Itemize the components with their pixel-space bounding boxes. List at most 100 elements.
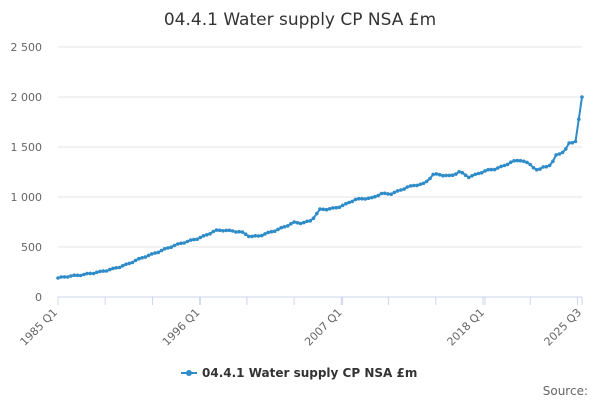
data-point[interactable] xyxy=(156,250,161,255)
data-point[interactable] xyxy=(260,233,264,238)
data-point[interactable] xyxy=(447,173,452,178)
data-point[interactable] xyxy=(292,220,296,224)
data-point[interactable] xyxy=(376,193,381,198)
data-point[interactable] xyxy=(159,248,164,253)
data-point[interactable] xyxy=(182,241,186,245)
data-point[interactable] xyxy=(489,167,494,172)
data-point[interactable] xyxy=(250,234,254,239)
data-point[interactable] xyxy=(205,233,209,237)
data-point[interactable] xyxy=(424,179,429,184)
data-point[interactable] xyxy=(72,273,76,278)
data-point[interactable] xyxy=(298,221,303,226)
data-point[interactable] xyxy=(496,166,500,170)
data-point[interactable] xyxy=(502,163,507,168)
data-point[interactable] xyxy=(573,139,578,144)
data-point[interactable] xyxy=(221,229,225,233)
data-point[interactable] xyxy=(467,175,471,180)
data-point[interactable] xyxy=(82,272,86,277)
data-point[interactable] xyxy=(567,141,571,145)
data-point[interactable] xyxy=(195,237,199,242)
data-point[interactable] xyxy=(577,117,581,121)
data-point[interactable] xyxy=(531,165,536,170)
data-point[interactable] xyxy=(104,269,109,273)
data-point[interactable] xyxy=(315,211,319,216)
data-point[interactable] xyxy=(276,227,280,232)
data-point[interactable] xyxy=(564,147,568,151)
data-point[interactable] xyxy=(505,162,510,167)
data-point[interactable] xyxy=(538,167,542,171)
data-point[interactable] xyxy=(554,153,558,157)
data-point[interactable] xyxy=(179,241,183,246)
data-point[interactable] xyxy=(434,172,439,176)
data-point[interactable] xyxy=(370,195,374,200)
data-point[interactable] xyxy=(479,171,484,175)
data-point[interactable] xyxy=(363,197,368,201)
data-point[interactable] xyxy=(269,229,274,234)
data-point[interactable] xyxy=(162,247,167,251)
data-point[interactable] xyxy=(437,172,442,177)
data-point[interactable] xyxy=(282,225,287,229)
data-point[interactable] xyxy=(560,150,565,155)
data-point[interactable] xyxy=(78,273,83,278)
data-point[interactable] xyxy=(421,181,426,186)
data-point[interactable] xyxy=(557,152,562,156)
data-point[interactable] xyxy=(382,191,387,196)
data-point[interactable] xyxy=(143,255,148,259)
data-point[interactable] xyxy=(137,256,141,261)
data-point[interactable] xyxy=(460,170,465,175)
data-point[interactable] xyxy=(295,220,300,225)
data-point[interactable] xyxy=(515,158,520,163)
data-point[interactable] xyxy=(256,234,261,238)
data-point[interactable] xyxy=(405,185,410,189)
data-point[interactable] xyxy=(379,191,384,196)
data-point[interactable] xyxy=(243,232,248,236)
data-point[interactable] xyxy=(454,172,458,176)
data-point[interactable] xyxy=(237,229,241,234)
data-point[interactable] xyxy=(324,207,329,212)
data-point[interactable] xyxy=(570,141,575,145)
data-point[interactable] xyxy=(146,253,151,258)
data-point[interactable] xyxy=(415,183,419,188)
data-point[interactable] xyxy=(62,275,67,279)
data-point[interactable] xyxy=(534,167,539,172)
data-point[interactable] xyxy=(470,174,474,178)
data-point[interactable] xyxy=(473,172,478,177)
data-point[interactable] xyxy=(302,220,306,225)
data-point[interactable] xyxy=(111,266,115,271)
data-point[interactable] xyxy=(402,187,406,191)
data-point[interactable] xyxy=(373,194,377,199)
data-point[interactable] xyxy=(263,232,267,236)
data-point[interactable] xyxy=(285,224,290,228)
data-point[interactable] xyxy=(192,237,196,242)
data-point[interactable] xyxy=(308,219,313,223)
data-point[interactable] xyxy=(201,234,206,238)
data-point[interactable] xyxy=(492,167,497,172)
data-point[interactable] xyxy=(208,232,212,236)
data-point[interactable] xyxy=(431,172,436,177)
data-point[interactable] xyxy=(98,269,102,274)
data-point[interactable] xyxy=(408,184,413,188)
data-point[interactable] xyxy=(117,265,122,270)
data-point[interactable] xyxy=(169,245,173,249)
data-point[interactable] xyxy=(234,230,238,234)
data-point[interactable] xyxy=(334,205,339,210)
data-point[interactable] xyxy=(547,163,552,168)
data-point[interactable] xyxy=(305,219,309,224)
legend[interactable]: 04.4.1 Water supply CP NSA £m xyxy=(181,366,417,380)
data-point[interactable] xyxy=(198,235,203,240)
data-point[interactable] xyxy=(153,251,157,255)
data-point[interactable] xyxy=(85,271,89,276)
data-point[interactable] xyxy=(114,266,118,270)
data-point[interactable] xyxy=(360,196,364,201)
data-point[interactable] xyxy=(166,246,170,250)
data-point[interactable] xyxy=(509,160,513,164)
data-point[interactable] xyxy=(428,176,432,181)
data-point[interactable] xyxy=(353,197,358,202)
data-point[interactable] xyxy=(247,234,251,239)
data-point[interactable] xyxy=(289,222,293,226)
data-point[interactable] xyxy=(127,261,131,266)
data-point[interactable] xyxy=(392,190,397,195)
data-point[interactable] xyxy=(214,228,219,232)
data-point[interactable] xyxy=(399,188,403,192)
data-point[interactable] xyxy=(59,275,63,279)
